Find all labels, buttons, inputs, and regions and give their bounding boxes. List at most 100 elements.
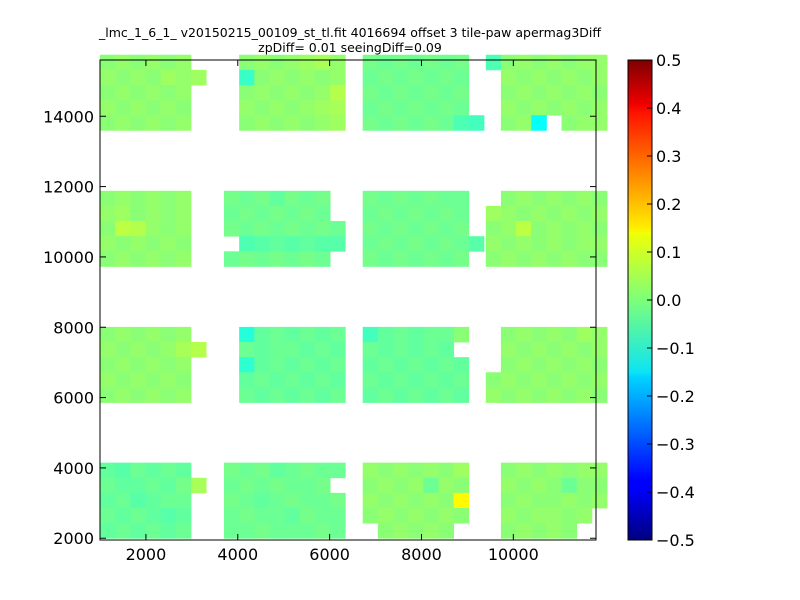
heatmap-cell bbox=[438, 462, 455, 479]
heatmap-cell bbox=[145, 508, 162, 524]
colorbar-tick-label: 0.0 bbox=[656, 291, 681, 310]
heatmap-cell bbox=[516, 372, 532, 388]
heatmap-cell bbox=[254, 387, 270, 403]
heatmap-cell bbox=[130, 326, 146, 343]
heatmap-cell bbox=[516, 251, 532, 267]
heatmap-cell bbox=[362, 372, 379, 388]
heatmap-cell bbox=[377, 387, 394, 403]
heatmap-cell bbox=[485, 251, 502, 267]
heatmap-cell bbox=[546, 236, 562, 252]
heatmap-cell bbox=[284, 190, 301, 207]
heatmap-cell bbox=[175, 477, 192, 494]
heatmap-cell bbox=[239, 251, 255, 267]
heatmap-cell bbox=[516, 69, 532, 86]
heatmap-cell bbox=[516, 326, 532, 343]
heatmap-cell bbox=[438, 326, 455, 343]
heatmap-cell bbox=[408, 100, 424, 116]
heatmap-cell bbox=[160, 221, 177, 237]
heatmap-cell bbox=[408, 387, 424, 403]
heatmap-cell bbox=[115, 251, 131, 267]
heatmap-cell bbox=[175, 462, 192, 479]
heatmap-cell bbox=[393, 477, 409, 494]
heatmap-cell bbox=[591, 326, 608, 343]
heatmap-cell bbox=[299, 69, 316, 86]
heatmap-cell bbox=[408, 523, 424, 539]
heatmap-cell bbox=[284, 115, 301, 131]
heatmap-cell bbox=[438, 221, 455, 237]
heatmap-cell bbox=[393, 508, 409, 524]
colorbar-tick-label: −0.3 bbox=[656, 435, 695, 454]
heatmap-cell bbox=[468, 236, 485, 252]
heatmap-cell bbox=[500, 54, 517, 71]
heatmap-cell bbox=[224, 251, 240, 267]
heatmap-cell bbox=[239, 115, 255, 131]
heatmap-cell bbox=[115, 190, 131, 207]
y-tick-label: 12000 bbox=[43, 178, 94, 197]
heatmap-cell bbox=[224, 221, 240, 237]
heatmap-cell bbox=[576, 236, 593, 252]
heatmap-cell bbox=[254, 251, 270, 267]
heatmap-cell bbox=[546, 54, 562, 71]
heatmap-cell bbox=[393, 357, 409, 373]
y-tick-label: 14000 bbox=[43, 107, 94, 126]
heatmap-cell bbox=[115, 84, 131, 101]
heatmap-cell bbox=[115, 221, 131, 237]
heatmap-cell bbox=[284, 523, 301, 539]
colorbar-tick-label: −0.1 bbox=[656, 339, 695, 358]
heatmap-cell bbox=[160, 115, 177, 131]
colorbar-tick-label: 0.4 bbox=[656, 99, 681, 118]
heatmap-cell bbox=[377, 357, 394, 373]
heatmap-cell bbox=[423, 69, 439, 86]
heatmap-cell bbox=[190, 342, 207, 358]
heatmap-cell bbox=[314, 508, 331, 524]
heatmap-cell bbox=[175, 342, 192, 358]
heatmap-cell bbox=[561, 221, 578, 237]
heatmap-cell bbox=[239, 372, 255, 388]
heatmap-cell bbox=[314, 523, 331, 539]
heatmap-cell bbox=[438, 54, 455, 71]
heatmap-cell bbox=[100, 236, 116, 252]
heatmap-cell bbox=[239, 205, 255, 222]
heatmap-cell bbox=[408, 251, 424, 267]
heatmap-cell bbox=[145, 236, 162, 252]
heatmap-cell bbox=[408, 477, 424, 494]
heatmap-cell bbox=[160, 342, 177, 358]
heatmap-cell bbox=[561, 372, 578, 388]
heatmap-cell bbox=[269, 236, 286, 252]
heatmap-cell bbox=[531, 523, 547, 539]
heatmap-cell bbox=[130, 492, 146, 509]
heatmap-cell bbox=[269, 205, 286, 222]
heatmap-cell bbox=[362, 54, 379, 71]
heatmap-cell bbox=[100, 190, 116, 207]
heatmap-cell bbox=[145, 115, 162, 131]
heatmap-cell bbox=[377, 205, 394, 222]
heatmap-cell bbox=[314, 84, 331, 101]
heatmap-cell bbox=[438, 357, 455, 373]
heatmap-cell bbox=[377, 221, 394, 237]
heatmap-cell bbox=[423, 508, 439, 524]
heatmap-cell bbox=[393, 205, 409, 222]
heatmap-cell bbox=[254, 372, 270, 388]
heatmap-cell bbox=[531, 387, 547, 403]
heatmap-cell bbox=[115, 100, 131, 116]
heatmap-cell bbox=[516, 100, 532, 116]
heatmap-cell bbox=[453, 357, 470, 373]
heatmap-cell bbox=[468, 115, 485, 131]
heatmap-cell bbox=[100, 115, 116, 131]
heatmap-cell bbox=[591, 69, 608, 86]
heatmap-cell bbox=[100, 54, 116, 71]
heatmap-cell bbox=[115, 357, 131, 373]
heatmap-cell bbox=[115, 523, 131, 539]
heatmap-cell bbox=[175, 69, 192, 86]
heatmap-cell bbox=[160, 357, 177, 373]
heatmap-cell bbox=[393, 54, 409, 71]
heatmap-cell bbox=[130, 69, 146, 86]
heatmap-cell bbox=[314, 54, 331, 71]
heatmap-cell bbox=[377, 236, 394, 252]
heatmap-cell bbox=[130, 387, 146, 403]
heatmap-cell bbox=[408, 205, 424, 222]
heatmap-cell bbox=[284, 100, 301, 116]
heatmap-cell bbox=[377, 326, 394, 343]
heatmap-cell bbox=[100, 357, 116, 373]
heatmap-cell bbox=[546, 462, 562, 479]
